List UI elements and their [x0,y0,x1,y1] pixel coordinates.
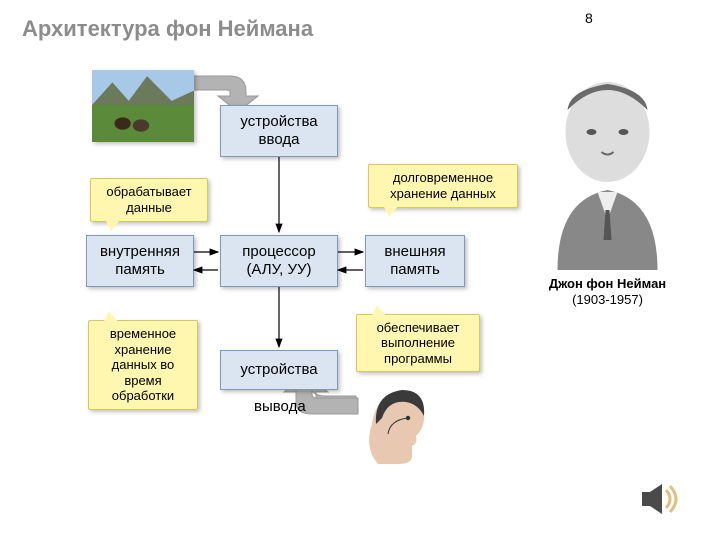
person-head-icon [358,378,432,466]
page-number: 8 [585,10,593,26]
portrait-name: Джон фон Нейман [549,276,666,291]
block-external-memory: внешняяпамять [365,235,465,287]
slide-stage: Архитектура фон Неймана 8 устройстваввод… [0,0,720,540]
block-output-devices: устройства [220,350,338,390]
portrait-von-neumann [525,60,690,270]
callout-temp-storage: временноехранениеданных вовремяобработки [88,320,198,410]
portrait-years: (1903-1957) [572,292,643,307]
scenery-photo [92,70,194,142]
block-internal-memory: внутренняяпамять [86,235,194,287]
block-output-label2: вывода [254,398,306,416]
page-title: Архитектура фон Неймана [22,16,313,42]
block-cpu: процессор(АЛУ, УУ) [220,235,338,287]
callout-processes-data: обрабатываетданные [90,178,208,222]
speaker-icon [640,480,680,518]
callout-exec-program: обеспечиваетвыполнениепрограммы [356,314,480,372]
block-input-devices: устройстваввода [220,105,338,157]
portrait-caption: Джон фон Нейман (1903-1957) [521,276,694,307]
callout-longterm-storage: долговременноехранение данных [368,164,518,208]
